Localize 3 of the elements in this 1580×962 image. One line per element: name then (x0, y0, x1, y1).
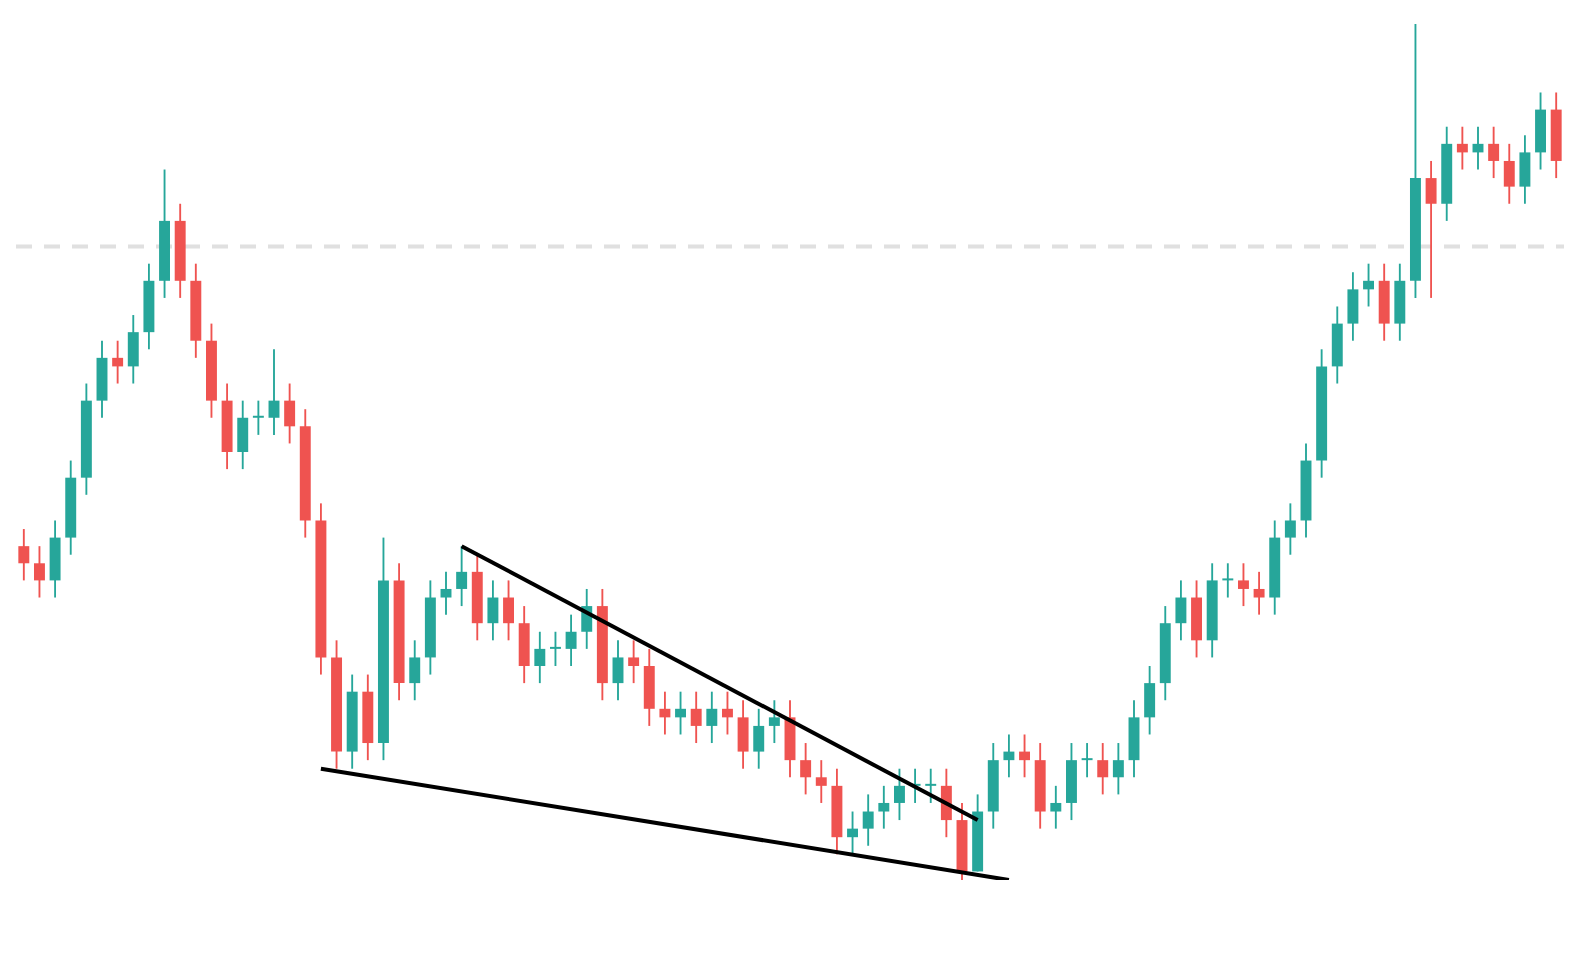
candlestick (252, 400, 264, 435)
candlestick (1081, 743, 1093, 778)
candlestick (1222, 563, 1234, 598)
